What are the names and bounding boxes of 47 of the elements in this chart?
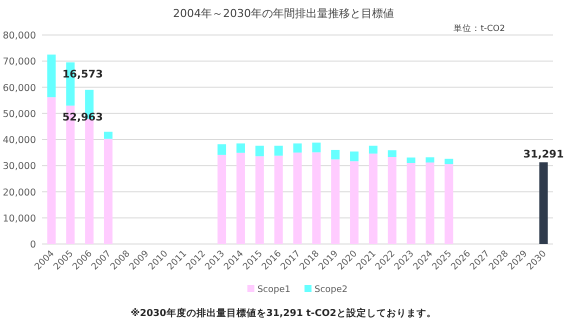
bar — [331, 159, 340, 244]
y-tick-label: 60,000 — [2, 82, 36, 94]
bar — [47, 54, 56, 98]
bar — [406, 163, 416, 244]
y-tick-label: 50,000 — [2, 108, 36, 120]
y-tick-label: 80,000 — [2, 30, 36, 42]
bar — [104, 132, 112, 139]
data-label: 52,963 — [62, 112, 103, 124]
bar — [274, 146, 283, 156]
bar — [312, 142, 321, 152]
bar — [406, 158, 416, 164]
bar — [236, 143, 245, 153]
bar — [426, 162, 434, 244]
chart-title: 2004年～2030年の年間排出量推移と目標値 — [173, 7, 394, 20]
bar — [255, 146, 264, 156]
text: 単位：t-CO2 — [454, 23, 505, 34]
bar — [388, 150, 396, 158]
text: ※2030年度の排出量目標値を31,291 t-CO2と設定しております。 — [130, 307, 436, 319]
bar — [255, 156, 264, 244]
legend-label: Scope1 — [257, 285, 290, 295]
data-label: 31,291 — [523, 148, 564, 160]
y-tick-label: 30,000 — [2, 161, 36, 172]
bar — [104, 138, 112, 244]
legend-label: Scope2 — [314, 285, 348, 295]
bar — [388, 157, 396, 244]
bar — [368, 154, 378, 244]
bar — [312, 152, 321, 244]
bar — [293, 143, 302, 153]
bar — [218, 154, 226, 244]
bar — [350, 152, 359, 162]
bar — [350, 161, 359, 244]
bar — [236, 152, 245, 244]
y-tick-label: 20,000 — [2, 187, 36, 198]
bar — [426, 157, 434, 162]
bar — [293, 152, 302, 244]
y-tick-label: 70,000 — [2, 56, 36, 68]
bar — [444, 158, 454, 164]
bar — [539, 162, 548, 244]
bar — [274, 156, 283, 244]
bar — [368, 146, 378, 154]
y-tick-label: 10,000 — [2, 213, 36, 224]
bar — [444, 164, 454, 244]
y-tick-label: 0 — [30, 240, 36, 250]
y-tick-label: 40,000 — [2, 135, 36, 146]
bar — [331, 150, 340, 160]
bar — [218, 144, 226, 155]
bar — [47, 97, 56, 244]
